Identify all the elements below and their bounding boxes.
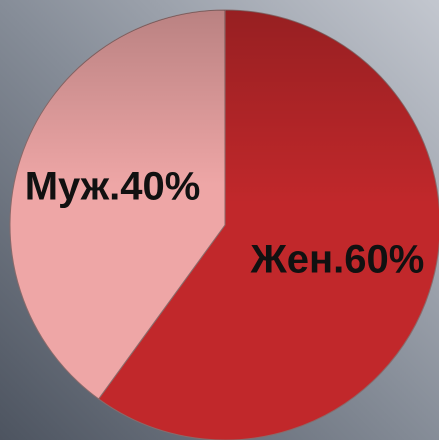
slice-category: Муж. <box>25 164 121 208</box>
slice-label: Жен.60% <box>250 237 425 281</box>
slice-value-label: 40% <box>120 164 200 208</box>
slice-value-label: 60% <box>344 237 424 281</box>
slice-label: Муж.40% <box>25 164 201 208</box>
slice-category: Жен. <box>250 237 345 281</box>
